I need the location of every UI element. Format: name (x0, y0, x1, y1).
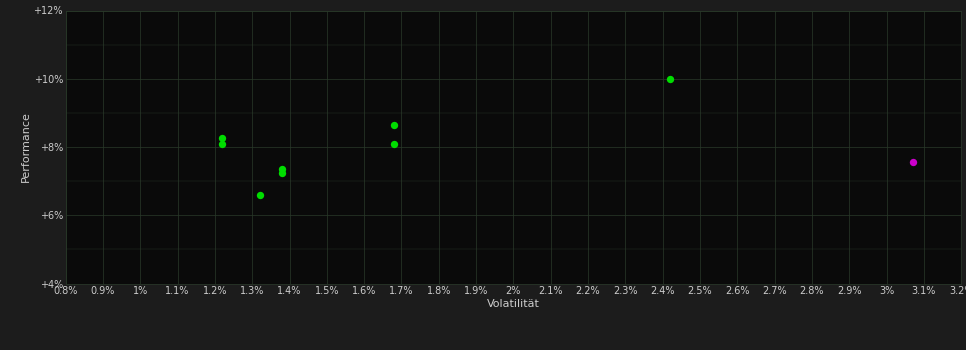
Point (274, 166, 290, 172)
Point (214, 136, 230, 141)
Point (905, 160, 921, 165)
Point (214, 141, 230, 146)
Point (386, 141, 402, 146)
X-axis label: Volatilität: Volatilität (487, 299, 540, 309)
Point (252, 192, 268, 198)
Y-axis label: Performance: Performance (20, 112, 31, 182)
Point (663, 76, 678, 82)
Point (274, 170, 290, 175)
Point (386, 122, 402, 128)
